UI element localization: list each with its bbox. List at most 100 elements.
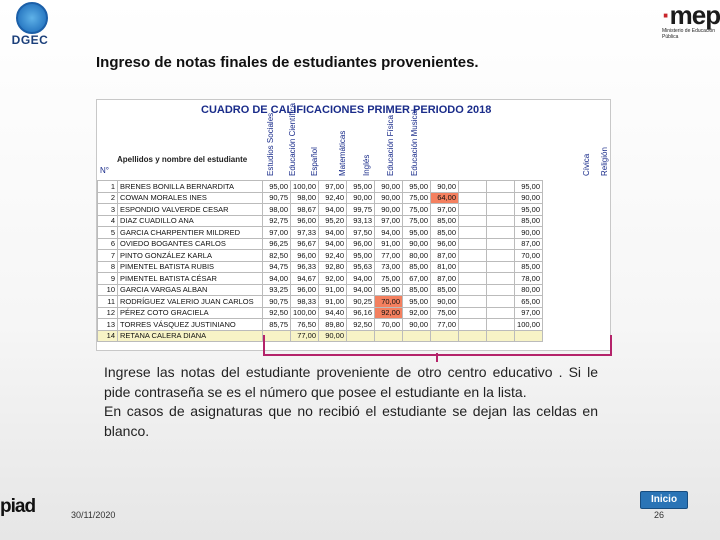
grade-cell[interactable]: 95,00 [402,295,431,308]
grade-cell[interactable]: 94,00 [374,226,403,239]
grade-cell[interactable]: 85,00 [402,260,431,273]
grade-cell[interactable]: 70,00 [374,295,403,308]
grade-cell[interactable]: 90,75 [262,191,291,204]
grade-cell[interactable]: 75,00 [374,272,403,285]
grade-cell[interactable] [402,329,431,342]
grade-cell[interactable]: 94,67 [290,272,319,285]
grade-cell[interactable]: 65,00 [514,295,543,308]
grade-cell[interactable] [374,329,403,342]
inicio-button[interactable]: Inicio [640,491,688,509]
grade-cell[interactable]: 80,00 [514,283,543,296]
grade-cell[interactable]: 97,00 [514,306,543,319]
grade-cell[interactable]: 97,00 [430,203,459,216]
grade-cell[interactable]: 90,00 [374,203,403,216]
grade-cell[interactable]: 95,00 [262,180,291,193]
grade-cell[interactable]: 93,13 [346,214,375,227]
grade-cell[interactable] [458,203,487,216]
grade-cell[interactable]: 99,75 [346,203,375,216]
grade-cell[interactable]: 94,00 [318,237,347,250]
grade-cell[interactable] [486,226,515,239]
grade-cell[interactable]: 92,50 [346,318,375,331]
grade-cell[interactable]: 95,20 [318,214,347,227]
grade-cell[interactable]: 96,25 [262,237,291,250]
grade-cell[interactable]: 98,33 [290,295,319,308]
grade-cell[interactable]: 73,00 [374,260,403,273]
grade-cell[interactable]: 90,00 [402,237,431,250]
grade-cell[interactable]: 85,00 [514,260,543,273]
grade-cell[interactable] [486,283,515,296]
grade-cell[interactable] [458,295,487,308]
grade-cell[interactable]: 87,00 [430,272,459,285]
grade-cell[interactable] [486,180,515,193]
grade-cell[interactable]: 85,00 [430,226,459,239]
grade-cell[interactable]: 94,00 [318,203,347,216]
grade-cell[interactable]: 90,00 [346,191,375,204]
grade-cell[interactable]: 94,75 [262,260,291,273]
grade-cell[interactable]: 98,67 [290,203,319,216]
grade-cell[interactable] [486,191,515,204]
grade-cell[interactable] [486,237,515,250]
grade-cell[interactable]: 95,00 [514,180,543,193]
grade-cell[interactable]: 100,00 [514,318,543,331]
grade-cell[interactable]: 75,00 [402,214,431,227]
grade-cell[interactable]: 98,00 [262,203,291,216]
grade-cell[interactable]: 75,00 [430,306,459,319]
grade-cell[interactable] [458,214,487,227]
grade-cell[interactable]: 96,67 [290,237,319,250]
grade-cell[interactable]: 70,00 [374,318,403,331]
grade-cell[interactable]: 90,00 [374,180,403,193]
grade-cell[interactable]: 95,63 [346,260,375,273]
grade-cell[interactable]: 92,00 [402,306,431,319]
grade-cell[interactable]: 93,25 [262,283,291,296]
grade-cell[interactable]: 80,00 [402,249,431,262]
grade-cell[interactable]: 81,00 [430,260,459,273]
grade-cell[interactable] [486,272,515,285]
grade-cell[interactable]: 95,00 [346,180,375,193]
grade-cell[interactable] [486,306,515,319]
grade-cell[interactable]: 96,33 [290,260,319,273]
grade-cell[interactable]: 97,00 [318,180,347,193]
grade-cell[interactable]: 75,00 [402,191,431,204]
grade-cell[interactable]: 92,40 [318,249,347,262]
grade-cell[interactable]: 87,00 [430,249,459,262]
grade-cell[interactable]: 77,00 [374,249,403,262]
grade-cell[interactable]: 97,00 [374,214,403,227]
grade-cell[interactable]: 90,00 [514,226,543,239]
grade-cell[interactable]: 90,00 [402,318,431,331]
grade-cell[interactable]: 85,00 [430,214,459,227]
grade-cell[interactable]: 75,00 [402,203,431,216]
grade-cell[interactable]: 77,00 [430,318,459,331]
grade-cell[interactable]: 94,00 [346,283,375,296]
grade-cell[interactable]: 94,00 [262,272,291,285]
grade-cell[interactable]: 76,50 [290,318,319,331]
grade-cell[interactable]: 91,00 [374,237,403,250]
grade-cell[interactable]: 90,00 [430,295,459,308]
grade-cell[interactable]: 85,75 [262,318,291,331]
grade-cell[interactable]: 96,16 [346,306,375,319]
grade-cell[interactable]: 90,25 [346,295,375,308]
grade-cell[interactable] [458,318,487,331]
grade-cell[interactable]: 92,00 [318,272,347,285]
grade-cell[interactable]: 90,00 [374,191,403,204]
grade-cell[interactable]: 94,00 [346,272,375,285]
grade-cell[interactable]: 87,00 [514,237,543,250]
grade-cell[interactable]: 95,00 [346,249,375,262]
grade-cell[interactable]: 98,00 [290,191,319,204]
grade-cell[interactable] [458,237,487,250]
grade-cell[interactable] [486,214,515,227]
grade-cell[interactable]: 92,40 [318,191,347,204]
grade-cell[interactable]: 89,80 [318,318,347,331]
grade-cell[interactable]: 95,00 [374,283,403,296]
grade-cell[interactable] [486,260,515,273]
grade-cell[interactable]: 90,00 [514,191,543,204]
grade-cell[interactable]: 95,00 [514,203,543,216]
grade-cell[interactable]: 96,00 [346,237,375,250]
grade-cell[interactable]: 92,75 [262,214,291,227]
grade-cell[interactable]: 94,00 [318,226,347,239]
grade-cell[interactable]: 78,00 [514,272,543,285]
grade-cell[interactable] [458,306,487,319]
grade-cell[interactable] [486,203,515,216]
grade-cell[interactable]: 90,75 [262,295,291,308]
grade-cell[interactable] [486,318,515,331]
grade-cell[interactable]: 82,50 [262,249,291,262]
